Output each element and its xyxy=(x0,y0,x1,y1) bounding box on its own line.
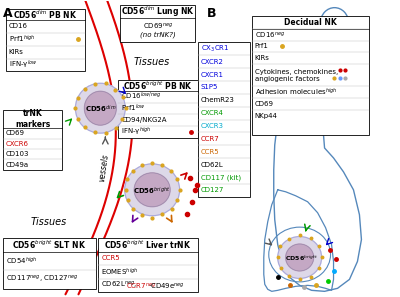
Text: A: A xyxy=(3,7,12,20)
Ellipse shape xyxy=(84,91,116,125)
Text: CD16$^{neg}$: CD16$^{neg}$ xyxy=(255,29,285,40)
Text: CD56$^{dim}$: CD56$^{dim}$ xyxy=(84,104,116,115)
Text: CD16: CD16 xyxy=(9,23,28,29)
Text: IFN-γ$^{high}$: IFN-γ$^{high}$ xyxy=(121,126,152,138)
Text: CD117$^{neg}$, CD127$^{neg}$: CD117$^{neg}$, CD127$^{neg}$ xyxy=(6,274,78,285)
FancyBboxPatch shape xyxy=(6,9,85,71)
Text: CD62L$^{neg}$,: CD62L$^{neg}$, xyxy=(101,280,138,291)
Ellipse shape xyxy=(278,237,322,278)
Text: CD94/NKG2A: CD94/NKG2A xyxy=(121,117,167,123)
Text: CD69: CD69 xyxy=(6,130,25,136)
Text: CD16$^{low/neg}$: CD16$^{low/neg}$ xyxy=(121,91,162,102)
FancyBboxPatch shape xyxy=(98,238,198,292)
Text: vessels: vessels xyxy=(98,153,111,182)
Text: CXCR3: CXCR3 xyxy=(201,123,224,129)
FancyBboxPatch shape xyxy=(198,42,250,197)
Text: B: B xyxy=(207,7,216,20)
Text: IFN-γ$^{low}$: IFN-γ$^{low}$ xyxy=(9,59,37,71)
Text: CD56$^{dim}$ PB NK: CD56$^{dim}$ PB NK xyxy=(14,8,78,20)
Text: S1P5: S1P5 xyxy=(201,84,218,91)
FancyBboxPatch shape xyxy=(3,238,96,289)
FancyBboxPatch shape xyxy=(120,5,195,42)
Text: Decidual NK: Decidual NK xyxy=(284,18,337,27)
Text: KIRs: KIRs xyxy=(9,49,24,55)
Text: CD62L: CD62L xyxy=(201,162,224,168)
Text: Cytokines, chemokines,
angiogenic factors: Cytokines, chemokines, angiogenic factor… xyxy=(255,69,338,82)
Text: EOMES$^{high}$: EOMES$^{high}$ xyxy=(101,266,138,278)
FancyBboxPatch shape xyxy=(3,110,62,170)
Text: CD56$^{bright}$ PB NK: CD56$^{bright}$ PB NK xyxy=(123,79,193,92)
FancyBboxPatch shape xyxy=(252,16,370,135)
Text: CD49a: CD49a xyxy=(6,162,29,168)
Text: CXCR1: CXCR1 xyxy=(201,72,224,78)
Text: CCR7: CCR7 xyxy=(201,136,220,142)
Text: CCR5: CCR5 xyxy=(101,255,120,261)
Text: Tissues: Tissues xyxy=(30,217,67,227)
Text: CX$_3$CR1: CX$_3$CR1 xyxy=(201,44,230,54)
Text: CD56$^{bright}$ Liver trNK: CD56$^{bright}$ Liver trNK xyxy=(104,238,192,251)
Text: CD103: CD103 xyxy=(6,151,29,157)
Text: CCR7$^{neg}$: CCR7$^{neg}$ xyxy=(126,281,156,290)
Text: ChemR23: ChemR23 xyxy=(201,97,235,103)
Text: trNK
markers: trNK markers xyxy=(15,109,50,129)
Text: CXCR4: CXCR4 xyxy=(201,110,224,116)
Text: CXCR6: CXCR6 xyxy=(6,141,29,147)
Text: Prf1$^{low}$: Prf1$^{low}$ xyxy=(121,103,146,114)
Text: CD117 (kit): CD117 (kit) xyxy=(201,174,241,181)
Text: CD69$^{neg}$: CD69$^{neg}$ xyxy=(142,20,173,31)
Ellipse shape xyxy=(76,83,125,133)
Text: CD69: CD69 xyxy=(255,101,274,107)
Text: CD54$^{high}$: CD54$^{high}$ xyxy=(6,255,37,267)
Text: Prf1: Prf1 xyxy=(255,43,269,50)
Text: Prf1$^{high}$: Prf1$^{high}$ xyxy=(9,34,35,45)
Ellipse shape xyxy=(134,173,170,207)
Text: CD56$^{bright}$ SLT NK: CD56$^{bright}$ SLT NK xyxy=(12,238,87,251)
Text: CD127: CD127 xyxy=(201,187,224,193)
Ellipse shape xyxy=(286,244,314,271)
Text: CCR5: CCR5 xyxy=(201,149,220,155)
Text: Adhesion molecules$^{high}$: Adhesion molecules$^{high}$ xyxy=(255,87,337,98)
FancyBboxPatch shape xyxy=(118,80,198,138)
Text: Tissues: Tissues xyxy=(134,57,170,67)
Ellipse shape xyxy=(125,164,180,216)
Text: CD56$^{bright}$: CD56$^{bright}$ xyxy=(134,185,171,196)
Text: CD56$^{bright}$: CD56$^{bright}$ xyxy=(285,254,318,263)
Text: KIRs: KIRs xyxy=(255,56,270,61)
Text: (no trNK?): (no trNK?) xyxy=(140,31,176,38)
Text: ·CD49e$^{neg}$: ·CD49e$^{neg}$ xyxy=(148,281,185,290)
Text: CXCR2: CXCR2 xyxy=(201,59,224,65)
Text: CD56$^{dim}$ Lung NK: CD56$^{dim}$ Lung NK xyxy=(121,4,195,19)
Text: NKp44: NKp44 xyxy=(255,113,278,119)
